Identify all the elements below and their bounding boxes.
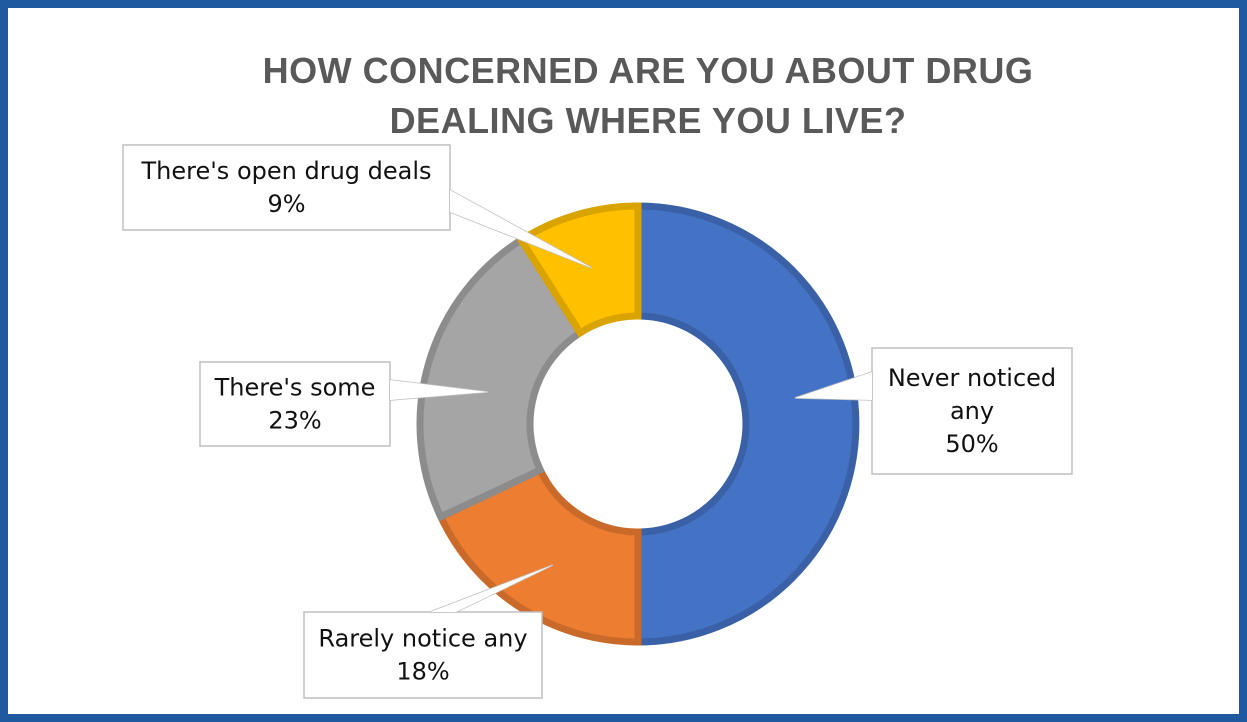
- slice-value-label-1: 18%: [396, 658, 449, 686]
- label-pointer-fill-1: [430, 565, 553, 612]
- slice-category-label-3-0: There's open drug deals: [140, 157, 431, 185]
- slice-label-2: There's some 23%: [199, 361, 489, 447]
- slice-label-3: There's open drug deals 9%: [122, 144, 593, 269]
- slice-category-label-0-0: Never noticed: [888, 364, 1056, 392]
- slice-value-label-3: 9%: [267, 190, 305, 218]
- label-box-0: [871, 347, 1073, 475]
- label-box-3: [122, 144, 451, 231]
- label-box-1: [303, 611, 543, 699]
- slice-label-0: Never noticed any 50%: [794, 347, 1073, 475]
- slice-category-label-0-1: any: [950, 397, 994, 425]
- label-box-2: [199, 361, 391, 447]
- donut-slice-2: [416, 235, 585, 522]
- slice-value-label-0: 50%: [945, 430, 998, 458]
- slice-category-label-1-0: Rarely notice any: [318, 625, 527, 653]
- chart-title: HOW CONCERNED ARE YOU ABOUT DRUG DEALING…: [188, 46, 1108, 146]
- slice-value-label-2: 23%: [268, 407, 321, 435]
- slice-category-label-2-0: There's some: [214, 374, 376, 402]
- donut-slice-0: [634, 202, 860, 646]
- chart-title-line-2: DEALING WHERE YOU LIVE?: [389, 100, 907, 141]
- label-pointer-fill-2: [390, 380, 488, 400]
- chart-title-line-1: HOW CONCERNED ARE YOU ABOUT DRUG: [262, 50, 1034, 91]
- slice-label-1: Rarely notice any 18%: [303, 564, 554, 699]
- donut-slice-1: [436, 465, 642, 646]
- donut-slice-3: [516, 202, 642, 338]
- label-pointer-fill-0: [795, 372, 872, 400]
- label-pointer-fill-3: [450, 190, 592, 268]
